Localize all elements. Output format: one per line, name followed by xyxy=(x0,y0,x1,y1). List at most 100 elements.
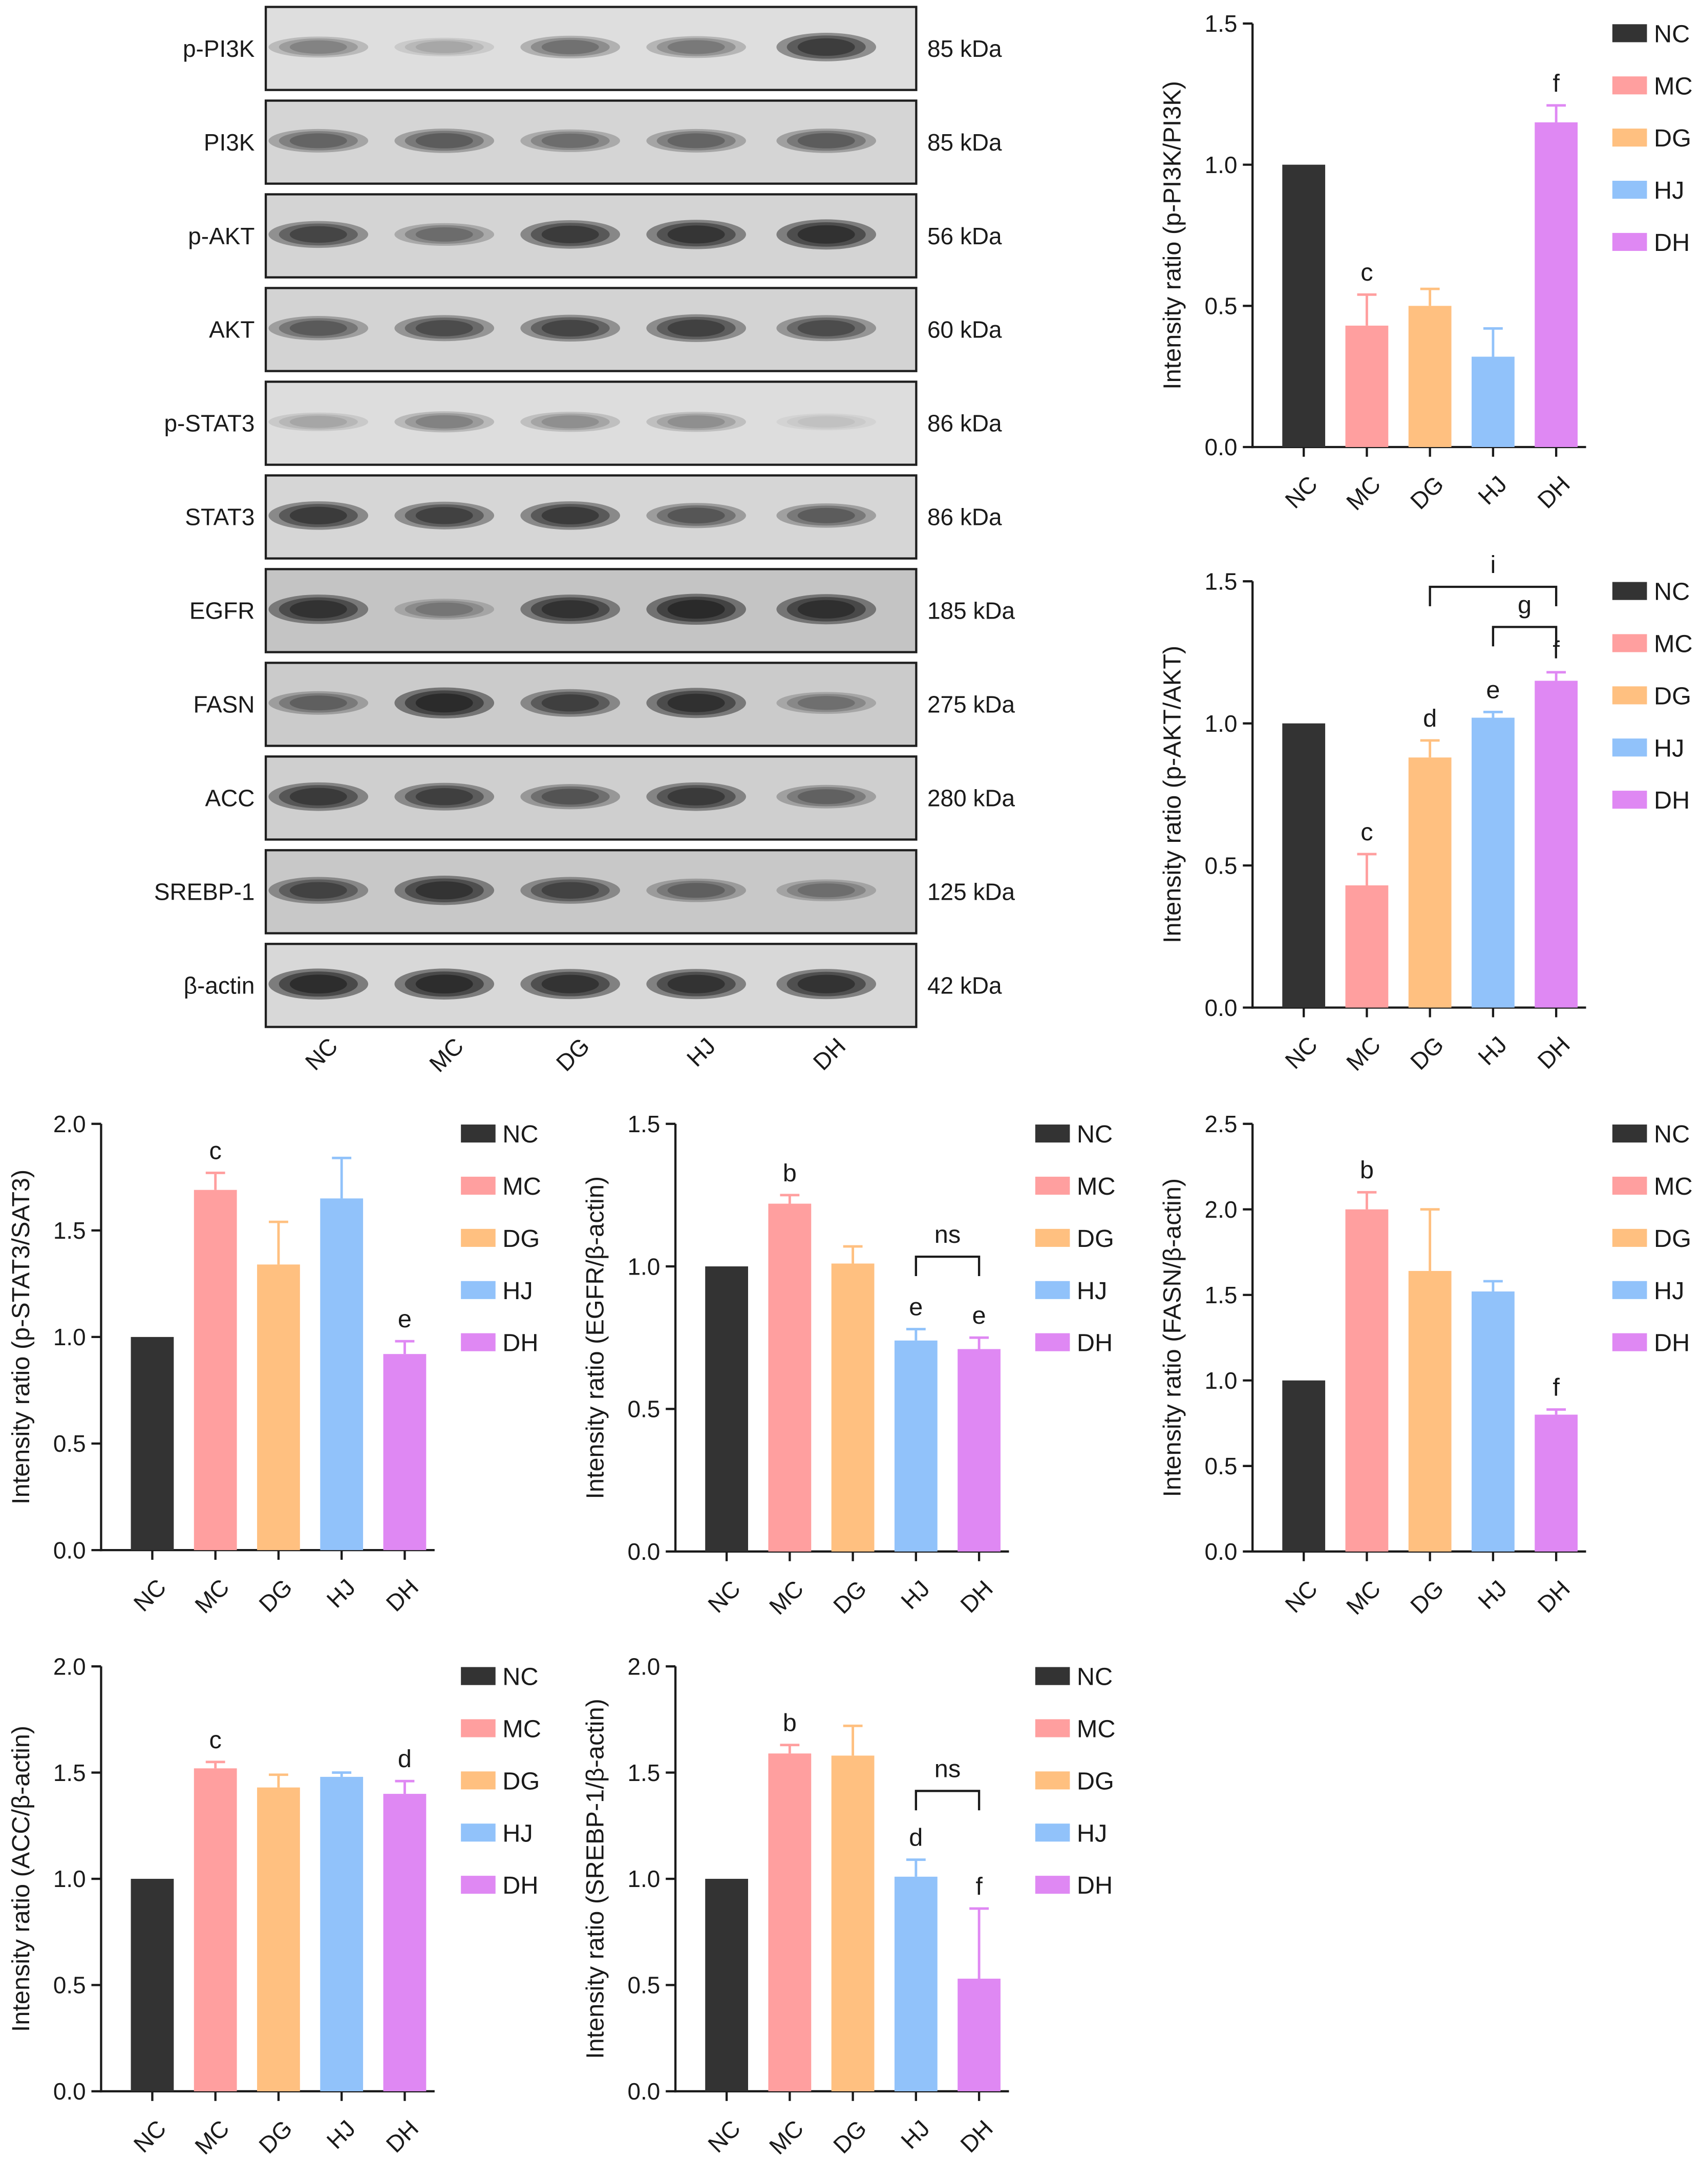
legend-swatch xyxy=(461,1876,496,1894)
legend-label: DG xyxy=(502,1225,540,1253)
bar-hj xyxy=(1472,717,1515,1008)
blot-band-dg xyxy=(520,689,620,717)
bar-mc xyxy=(1345,1209,1389,1552)
protein-label: STAT3 xyxy=(185,504,254,531)
bracket-label: g xyxy=(1518,591,1532,619)
x-tick-label-mc: MC xyxy=(764,2115,809,2159)
error-bar-dg xyxy=(269,1220,288,1265)
error-bar-hj xyxy=(1483,1280,1503,1292)
y-tick-label: 0.0 xyxy=(53,2078,86,2105)
error-bar-dg xyxy=(269,1773,288,1788)
band-layer xyxy=(279,785,358,809)
legend-label: DG xyxy=(1654,124,1691,152)
molecular-weight-label: 56 kDa xyxy=(927,223,1002,249)
x-tick-label-dg: DG xyxy=(253,1574,297,1617)
error-bar-hj xyxy=(332,1771,352,1777)
legend: NC MC DG HJ DH xyxy=(1612,1120,1693,1357)
bar-chart-fasn-beta-actin: 0.0 0.5 1.0 1.5 2.0 2.5 NC MC DG HJ DH Intensity ra… xyxy=(1159,1111,1693,1620)
legend-swatch xyxy=(1612,129,1647,147)
bar-mc xyxy=(1345,325,1389,448)
error-bar-mc xyxy=(1357,1191,1377,1210)
blot-band-mc xyxy=(394,501,495,529)
bar-dh xyxy=(1535,1414,1578,1552)
bars xyxy=(1282,104,1578,448)
significance-letter: b xyxy=(783,1159,797,1187)
band-layer xyxy=(656,222,736,247)
band-layer xyxy=(394,411,495,433)
blot-membrane xyxy=(264,99,918,185)
blot-band-dh xyxy=(776,879,877,902)
y-tick-label: 2.0 xyxy=(627,1653,660,1680)
legend-swatch xyxy=(461,1176,496,1195)
legend-item-dg: DG xyxy=(1612,1225,1691,1253)
band-layer xyxy=(289,600,347,619)
band-layer xyxy=(394,129,495,153)
x-tick-label-dh: DH xyxy=(381,1574,424,1617)
band-layer xyxy=(667,974,725,993)
error-bar-dh xyxy=(969,1907,989,1979)
blot-band-dh xyxy=(776,594,877,625)
legend-label: NC xyxy=(1654,20,1690,48)
blot-band-dh xyxy=(776,129,877,153)
significance-letter: e xyxy=(398,1305,412,1333)
band-layer xyxy=(786,597,866,622)
legend-item-dg: DG xyxy=(1035,1767,1114,1795)
axes: 0.0 0.5 1.0 1.5 2.0 NC MC DG HJ DH xyxy=(53,1111,435,1618)
band-layer xyxy=(268,129,369,153)
band-layer xyxy=(530,317,610,340)
error-bar-dh xyxy=(1546,1408,1566,1415)
y-tick-label: 0.5 xyxy=(53,1430,86,1457)
legend-item-mc: MC xyxy=(1612,72,1693,100)
band-layer xyxy=(279,38,358,56)
blot-membrane xyxy=(264,849,918,935)
bracket-label: i xyxy=(1490,551,1496,579)
band-layer xyxy=(541,789,599,805)
axes: 0.0 0.5 1.0 1.5 2.0 2.5 NC MC DG HJ DH xyxy=(1205,1111,1586,1620)
band-layer xyxy=(786,787,866,807)
bar-hj xyxy=(320,1776,364,2091)
band-layer xyxy=(530,131,610,151)
legend-swatch xyxy=(1035,1771,1070,1790)
band-layer xyxy=(415,693,473,713)
band-layer xyxy=(786,317,866,339)
blot-band-mc xyxy=(394,968,495,1000)
blot-band-nc xyxy=(268,316,369,341)
blot-band-hj xyxy=(646,688,746,718)
y-tick-label: 0.5 xyxy=(1205,852,1238,879)
band-layer xyxy=(667,320,725,337)
legend-item-nc: NC xyxy=(1035,1120,1113,1148)
bar-hj xyxy=(1472,1291,1515,1552)
band-layer xyxy=(268,968,369,1000)
bar-nc xyxy=(1282,1380,1326,1552)
x-tick-label-hj: HJ xyxy=(1473,1031,1512,1070)
error-bar-dg xyxy=(843,1724,863,1756)
legend-label: NC xyxy=(502,1120,538,1148)
band-layer xyxy=(656,971,736,996)
band-layer xyxy=(656,597,736,622)
legend-swatch xyxy=(1035,1876,1070,1894)
legend-label: DG xyxy=(502,1767,540,1795)
blot-membrane xyxy=(264,568,918,653)
axes: 0.0 0.5 1.0 1.5 NC MC DG HJ DH xyxy=(1205,568,1586,1076)
x-tick-label-dg: DG xyxy=(1405,471,1449,514)
band-layer xyxy=(394,599,495,620)
band-layer xyxy=(405,225,484,244)
x-tick-label-mc: MC xyxy=(764,1575,809,1620)
legend-label: DG xyxy=(1077,1225,1114,1253)
band-layer xyxy=(415,227,473,242)
molecular-weight-label: 275 kDa xyxy=(927,691,1015,718)
band-layer xyxy=(786,131,866,151)
blot-row-akt: AKT 60 kDa xyxy=(209,287,1002,372)
y-axis-label: Intensity ratio (EGFR/β-actin) xyxy=(582,1176,609,1499)
bracket-line xyxy=(915,1255,981,1276)
y-tick-label: 1.5 xyxy=(53,1217,86,1244)
blot-row-acc: ACC 280 kDa xyxy=(205,755,1015,841)
error-bar-dg xyxy=(843,1245,863,1264)
band-layer xyxy=(289,506,347,524)
legend-label: DH xyxy=(502,1329,538,1357)
band-layer xyxy=(279,414,358,430)
x-tick-label-dh: DH xyxy=(1532,471,1575,514)
band-layer xyxy=(667,693,725,712)
band-layer xyxy=(394,782,495,811)
axes: 0.0 0.5 1.0 1.5 2.0 NC MC DG HJ DH xyxy=(53,1653,435,2159)
